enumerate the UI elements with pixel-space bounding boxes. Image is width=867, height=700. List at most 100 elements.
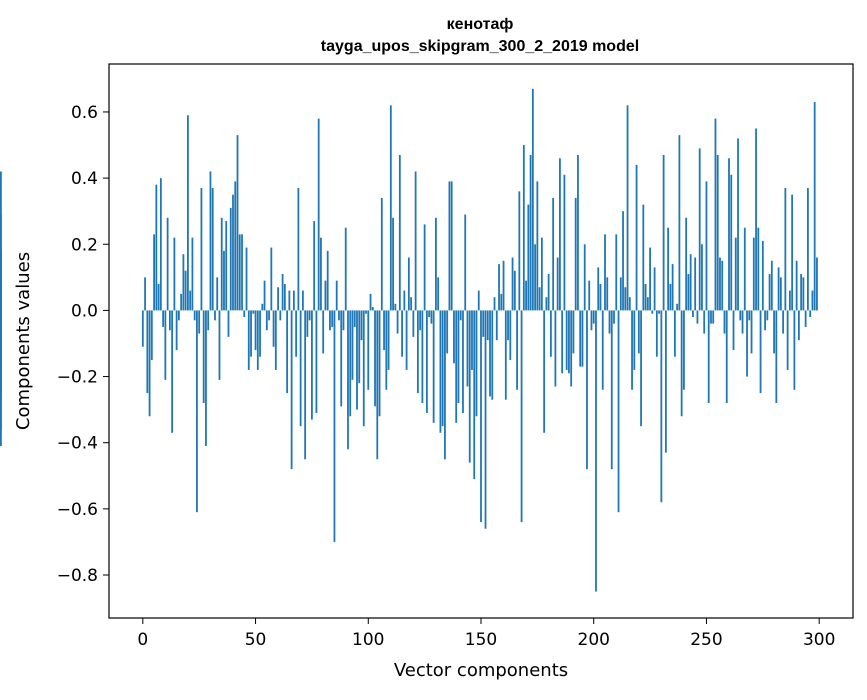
bar-130	[435, 217, 437, 311]
y-tick-label: −0.8	[57, 566, 98, 586]
bar-78	[317, 118, 320, 311]
bar-290	[795, 260, 798, 311]
bar-104	[376, 310, 379, 460]
bar-135	[446, 310, 449, 354]
bar-248	[701, 244, 703, 311]
x-tick-label: 200	[578, 630, 610, 650]
bar-151	[482, 310, 485, 337]
bar-270	[750, 310, 753, 354]
y-tick-label: 0.6	[71, 103, 98, 123]
bar-257	[721, 260, 724, 311]
bar-139	[455, 310, 458, 423]
bar-221	[640, 310, 642, 427]
bar-271	[752, 237, 755, 311]
bar-63	[283, 283, 286, 311]
bar-109	[387, 310, 390, 370]
bar-87	[338, 310, 340, 321]
bar-2	[146, 310, 149, 394]
bar-182	[552, 197, 555, 311]
bar-28	[205, 310, 207, 447]
bar-7	[157, 283, 160, 311]
bar-218	[633, 310, 636, 370]
bar-298	[813, 102, 816, 311]
bar-16	[177, 310, 180, 321]
bar-82	[326, 250, 329, 311]
bar-116	[403, 290, 406, 311]
bar-225	[649, 247, 651, 311]
bar-32	[214, 310, 216, 321]
bar-142	[462, 310, 464, 413]
bar-161	[504, 310, 507, 400]
bar-149	[477, 290, 480, 311]
bar-155	[491, 310, 494, 400]
bar-43	[238, 234, 241, 311]
bar-262	[732, 310, 735, 351]
chart-subtitle: tayga_upos_skipgram_300_2_2019 model	[321, 38, 639, 55]
bar-203	[599, 283, 602, 311]
bar-210	[615, 234, 618, 311]
bar-76	[313, 221, 316, 311]
bar-39	[229, 207, 232, 311]
bar-20	[187, 115, 189, 311]
bar-236	[673, 310, 676, 357]
bar-296	[809, 310, 812, 318]
bar-90	[344, 227, 347, 311]
bar-35	[220, 217, 223, 311]
bar-165	[513, 270, 516, 311]
bar-209	[613, 310, 615, 324]
bar-110	[389, 105, 392, 311]
bar-232	[664, 310, 667, 453]
bar-47	[247, 310, 250, 370]
bar-75	[311, 310, 313, 420]
bar-255	[716, 154, 719, 311]
bar-40	[232, 194, 234, 311]
bar-193	[577, 154, 579, 311]
bar-157	[495, 310, 498, 341]
bar-145	[468, 310, 471, 463]
bar-201	[595, 310, 597, 592]
bar-34	[218, 310, 221, 380]
bar-group	[0, 88, 818, 592]
x-tick-label: 150	[465, 630, 497, 650]
bar-211	[617, 310, 620, 513]
bar-286	[786, 310, 789, 370]
bar-152	[484, 310, 487, 529]
bar-62	[281, 274, 284, 311]
bar-60	[277, 287, 279, 311]
bar-191	[572, 310, 575, 354]
bar-252	[710, 310, 712, 324]
bar-277	[766, 310, 769, 321]
y-tick-label: 0.2	[71, 235, 98, 255]
bar-276	[764, 310, 766, 331]
x-tick-label: 0	[137, 630, 148, 650]
bar-42	[236, 135, 239, 311]
bar-66	[290, 310, 293, 470]
y-tick-label: −0.4	[57, 434, 98, 454]
bar-64	[286, 310, 289, 394]
bar-69	[297, 188, 300, 311]
bar-159	[500, 293, 503, 311]
bar-18	[182, 254, 185, 311]
bar-228	[655, 310, 658, 357]
bar-180	[547, 274, 550, 311]
bar-205	[604, 234, 606, 311]
bar-123	[419, 310, 422, 331]
bar-239	[680, 310, 683, 417]
bar-118	[407, 257, 410, 311]
bar-189	[568, 310, 570, 374]
bar-133	[441, 310, 444, 427]
bar-67	[292, 290, 295, 311]
y-tick-label: −0.6	[57, 500, 98, 520]
y-tick-label: 0.0	[71, 301, 98, 321]
bar-231	[662, 154, 665, 311]
bar-294	[804, 310, 807, 327]
bar-81	[324, 280, 327, 311]
bar-282	[777, 267, 780, 311]
bar-105	[378, 310, 381, 417]
bar-284	[782, 310, 785, 334]
bar-275	[761, 240, 764, 311]
bar-74	[308, 310, 311, 321]
bar-287	[788, 290, 791, 311]
bar-100	[367, 310, 370, 390]
bar-178	[543, 310, 546, 433]
